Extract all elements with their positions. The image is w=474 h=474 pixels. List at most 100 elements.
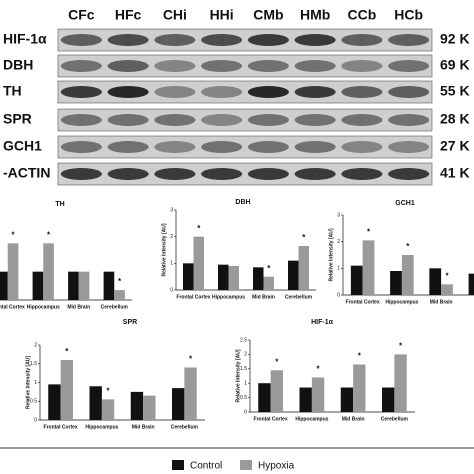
blot-band	[201, 141, 243, 153]
x-tick-label: Hippocampus	[385, 299, 418, 305]
bar	[184, 367, 197, 420]
blot-band	[294, 141, 336, 153]
y-tick-label: 0	[34, 417, 37, 423]
lane-label: HMb	[300, 7, 330, 23]
chart-title: GCH1	[395, 200, 415, 207]
size-label: 41 K	[440, 165, 470, 181]
bar	[390, 271, 402, 295]
blot-band	[247, 60, 289, 72]
significance-mark: *	[358, 352, 362, 361]
blot-band	[107, 34, 149, 46]
blot-band	[388, 114, 430, 126]
significance-mark: *	[197, 224, 201, 233]
x-tick-label: Cerebellum	[381, 416, 409, 422]
bar	[228, 266, 239, 290]
bar	[350, 265, 363, 295]
blot-band	[154, 114, 196, 126]
blot-strip	[57, 28, 433, 52]
blot-band	[154, 60, 196, 72]
bar	[103, 271, 115, 300]
bar	[340, 387, 354, 412]
x-tick-label: Frontal Cortex	[44, 424, 78, 430]
protein-label: SPR	[3, 111, 32, 127]
bar	[468, 273, 474, 295]
x-tick-label: Hippocampus	[212, 294, 245, 300]
significance-mark: *	[47, 230, 51, 239]
x-tick-label: Mid Brain	[342, 416, 365, 422]
bar	[60, 360, 73, 420]
legend-label: Control	[190, 461, 222, 472]
significance-mark: *	[189, 355, 193, 364]
bar	[429, 268, 442, 295]
blot-band	[341, 60, 383, 72]
x-tick-label: Cerebellum	[101, 304, 129, 310]
blot-band	[60, 34, 102, 46]
bar	[218, 264, 229, 290]
bar	[382, 387, 395, 412]
bar	[263, 276, 274, 290]
blot-band	[294, 168, 336, 180]
protein-label: -ACTIN	[3, 165, 50, 181]
x-tick-label: Frontal Cortex	[176, 294, 210, 300]
significance-mark: *	[107, 386, 111, 395]
bar	[89, 386, 102, 420]
blot-strip	[57, 135, 433, 159]
significance-mark: *	[118, 277, 122, 286]
bar	[78, 271, 90, 300]
lane-label: CMb	[253, 7, 283, 23]
blot-band	[388, 34, 430, 46]
blot-band	[341, 141, 383, 153]
x-tick-label: Frontal Cortex	[0, 304, 25, 310]
chart-title: TH	[55, 201, 64, 208]
blot-band	[60, 114, 102, 126]
lane-label: HCb	[394, 7, 423, 23]
lane-label: CFc	[68, 7, 95, 23]
bar	[183, 263, 194, 290]
bar	[114, 290, 125, 300]
x-tick-label: Hippocampus	[295, 416, 328, 422]
bar	[7, 243, 19, 300]
y-tick-label: 2	[337, 239, 340, 245]
size-label: 55 K	[440, 83, 470, 99]
y-tick-label: 1	[337, 266, 340, 272]
bar	[130, 391, 144, 420]
lane-label: HHi	[210, 7, 234, 23]
blot-band	[60, 168, 102, 180]
x-tick-label: Frontal Cortex	[254, 416, 288, 422]
bar	[270, 370, 283, 412]
significance-mark: *	[12, 230, 16, 239]
bar	[311, 377, 325, 412]
blot-strip	[57, 162, 433, 186]
y-tick-label: 1.5	[240, 366, 247, 372]
bar	[362, 240, 375, 295]
size-label: 92 K	[440, 31, 470, 47]
blot-band	[107, 60, 149, 72]
blot-band	[294, 86, 336, 98]
blot-band	[154, 34, 196, 46]
size-label: 27 K	[440, 138, 470, 154]
blot-band	[60, 141, 102, 153]
y-tick-label: 2	[244, 352, 247, 358]
y-tick-label: 0	[170, 287, 173, 293]
blot-band	[107, 141, 149, 153]
x-tick-label: Mid Brain	[252, 294, 275, 300]
bar	[32, 271, 44, 300]
y-tick-label: 0.5	[240, 395, 247, 401]
y-tick-label: 3	[337, 212, 340, 218]
protein-label: TH	[3, 83, 22, 99]
bar	[394, 354, 407, 412]
blot-band	[201, 114, 243, 126]
bar	[288, 260, 299, 290]
y-tick-label: 1	[170, 261, 173, 267]
x-tick-label: Mid Brain	[430, 299, 453, 305]
significance-mark: *	[275, 357, 279, 366]
bar	[193, 236, 204, 290]
legend-swatch	[172, 460, 184, 470]
blot-band	[247, 86, 289, 98]
x-tick-label: Cerebellum	[285, 294, 313, 300]
bar	[258, 383, 271, 412]
blot-band	[341, 114, 383, 126]
blot-band	[154, 168, 196, 180]
bar	[43, 243, 54, 300]
